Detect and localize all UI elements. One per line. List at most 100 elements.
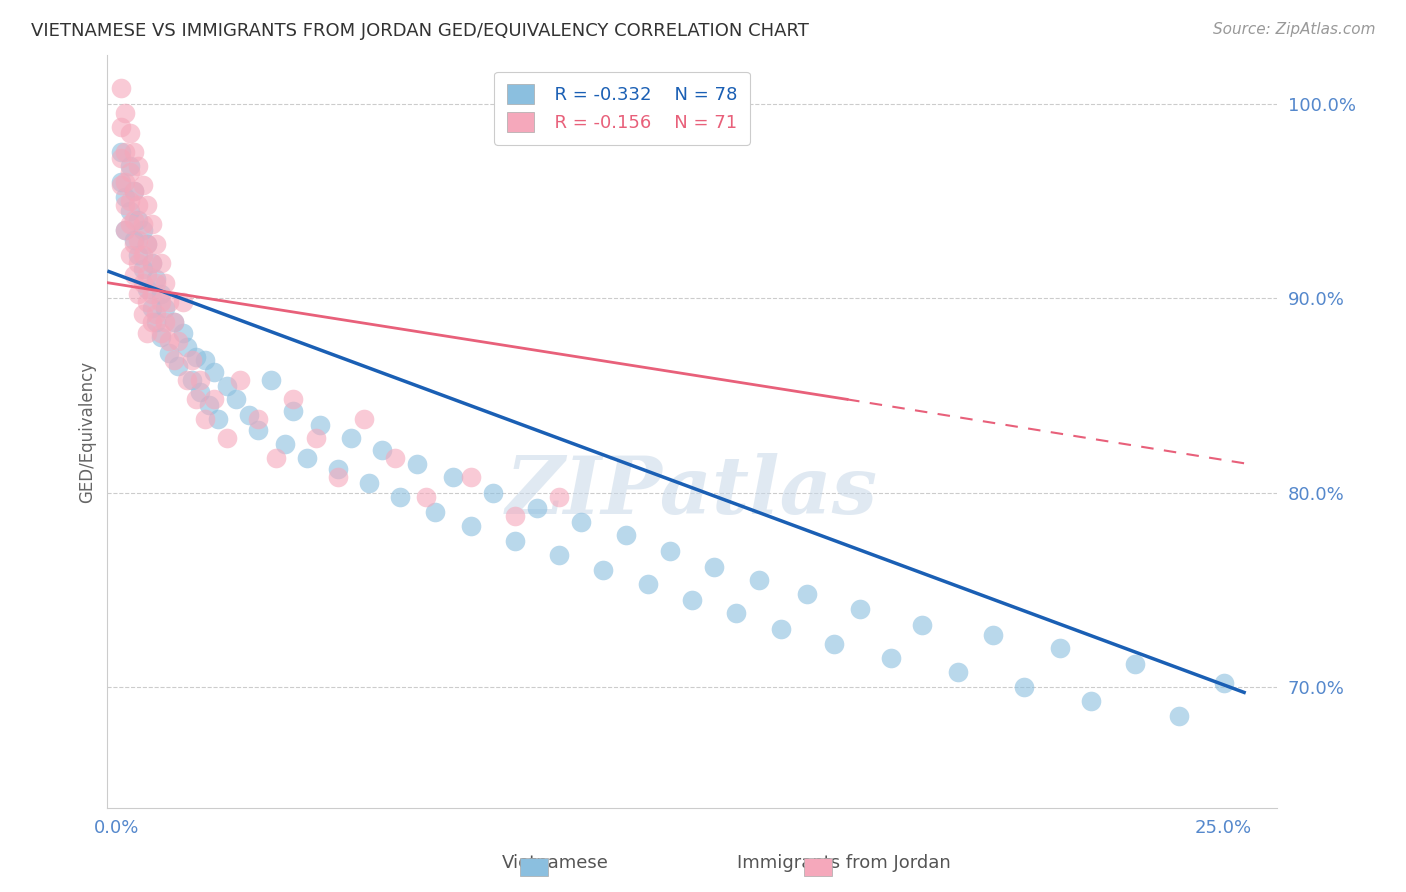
Point [145, 276, 167, 290]
Y-axis label: GED/Equivalency: GED/Equivalency [79, 360, 96, 502]
Point [149, 295, 172, 310]
Point [118, 165, 141, 179]
Point [180, 373, 202, 387]
Point [141, 217, 163, 231]
Point [136, 236, 159, 251]
Point [114, 145, 136, 160]
Point [614, 528, 637, 542]
Point [503, 509, 526, 524]
Point [658, 544, 681, 558]
Point [283, 392, 305, 407]
Point [122, 184, 145, 198]
Point [503, 534, 526, 549]
Point [141, 256, 163, 270]
Point [273, 437, 295, 451]
Point [122, 268, 145, 282]
Point [796, 587, 818, 601]
Point [163, 315, 186, 329]
Text: Immigrants from Jordan: Immigrants from Jordan [737, 855, 950, 872]
Point [215, 378, 238, 392]
Point [141, 301, 163, 315]
Point [110, 175, 132, 189]
Point [110, 178, 132, 193]
Point [340, 431, 363, 445]
Point [309, 417, 332, 432]
Point [548, 548, 571, 562]
Point [132, 307, 155, 321]
Point [202, 392, 225, 407]
Point [110, 120, 132, 134]
Point [114, 175, 136, 189]
Point [592, 564, 614, 578]
Point [415, 490, 437, 504]
Point [371, 442, 394, 457]
Point [118, 194, 141, 208]
Point [153, 276, 176, 290]
Point [157, 345, 180, 359]
Point [122, 236, 145, 251]
Point [423, 505, 446, 519]
Point [127, 233, 149, 247]
Point [145, 236, 167, 251]
Point [176, 340, 198, 354]
Point [114, 223, 136, 237]
Point [157, 295, 180, 310]
Point [1123, 657, 1146, 671]
Point [132, 276, 155, 290]
Point [225, 392, 247, 407]
Text: Vietnamese: Vietnamese [502, 855, 609, 872]
Point [1080, 694, 1102, 708]
Point [110, 151, 132, 165]
Point [460, 470, 482, 484]
Point [353, 412, 375, 426]
Point [637, 577, 659, 591]
Point [122, 233, 145, 247]
Point [136, 236, 159, 251]
Point [132, 178, 155, 193]
Point [180, 353, 202, 368]
Point [238, 408, 260, 422]
Point [326, 470, 349, 484]
Point [194, 353, 217, 368]
Point [127, 198, 149, 212]
Point [526, 501, 548, 516]
Point [149, 256, 172, 270]
Point [295, 450, 318, 465]
Point [769, 622, 792, 636]
Point [569, 515, 592, 529]
Text: ZIPatlas: ZIPatlas [506, 453, 879, 531]
Point [1212, 676, 1234, 690]
Point [136, 295, 159, 310]
Point [481, 485, 503, 500]
Point [127, 256, 149, 270]
Point [1012, 680, 1035, 694]
Point [260, 373, 283, 387]
Point [246, 424, 269, 438]
Point [141, 315, 163, 329]
Point [823, 637, 845, 651]
Point [681, 592, 703, 607]
Point [132, 223, 155, 237]
Point [548, 490, 571, 504]
Point [153, 315, 176, 329]
Point [118, 159, 141, 173]
Point [163, 353, 186, 368]
Point [127, 213, 149, 227]
Point [1168, 709, 1191, 723]
Point [304, 431, 326, 445]
Point [136, 268, 159, 282]
Point [118, 217, 141, 231]
Point [114, 198, 136, 212]
Point [229, 373, 252, 387]
Point [127, 159, 149, 173]
Point [283, 404, 305, 418]
Point [384, 450, 406, 465]
Point [141, 287, 163, 301]
Point [703, 559, 725, 574]
Point [207, 412, 229, 426]
Point [388, 490, 411, 504]
Point [127, 287, 149, 301]
Point [122, 184, 145, 198]
Point [132, 248, 155, 262]
Point [118, 248, 141, 262]
